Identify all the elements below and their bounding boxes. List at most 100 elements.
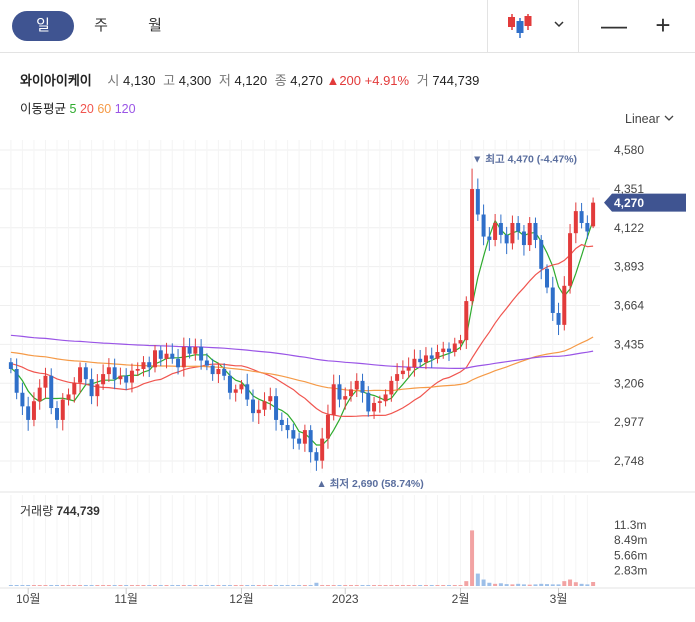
y-tick-label: 4,122 bbox=[614, 221, 644, 235]
moving-average-legend[interactable]: 이동평균 5 20 60 120 bbox=[20, 98, 136, 117]
volume-bar bbox=[112, 585, 117, 586]
candle-body bbox=[95, 384, 100, 397]
volume-value: 744,739 bbox=[432, 73, 480, 88]
candlestick-icon bbox=[508, 14, 532, 38]
candle-body bbox=[106, 367, 111, 375]
volume-bar bbox=[78, 585, 83, 586]
volume-bar bbox=[562, 581, 567, 586]
candle-body bbox=[516, 222, 521, 232]
x-tick-label: 3월 bbox=[550, 592, 568, 606]
candle-body bbox=[233, 389, 238, 393]
candle-body bbox=[181, 346, 186, 368]
candle-body bbox=[66, 394, 71, 400]
candle-body bbox=[55, 408, 59, 420]
candle-body bbox=[464, 301, 469, 341]
volume-bar bbox=[83, 585, 88, 586]
volume-bar bbox=[239, 585, 244, 586]
volume-bar bbox=[354, 585, 359, 586]
candle-body bbox=[412, 358, 417, 368]
volume-bar bbox=[504, 584, 509, 586]
volume-bar bbox=[95, 585, 100, 586]
high-value: 4,300 bbox=[178, 73, 212, 88]
candle-body bbox=[372, 402, 377, 412]
volume-bar bbox=[8, 585, 13, 586]
close-value: 4,270 bbox=[290, 73, 323, 88]
candle-body bbox=[429, 355, 434, 359]
volume-bar bbox=[147, 585, 152, 586]
ma-legend-label: 이동평균 bbox=[20, 102, 67, 116]
candle-body bbox=[418, 358, 423, 363]
volume-bar bbox=[406, 585, 411, 586]
close-label: 종 bbox=[274, 73, 287, 88]
candle-body bbox=[510, 222, 515, 244]
volume-bar bbox=[521, 584, 526, 586]
candle-body bbox=[112, 367, 117, 380]
tab-monthly[interactable]: 월 bbox=[148, 17, 162, 34]
zoom-in-button[interactable]: + bbox=[655, 10, 671, 40]
volume-bar bbox=[585, 584, 590, 586]
volume-bar bbox=[435, 585, 440, 586]
candle-body bbox=[204, 360, 209, 366]
low-annotation: ▲ 최저 2,690 (58.74%) bbox=[316, 477, 423, 490]
y-tick-label: 4,580 bbox=[614, 143, 644, 157]
candle-body bbox=[331, 384, 336, 415]
scale-mode-label: Linear bbox=[625, 112, 660, 126]
volume-bar bbox=[268, 585, 273, 586]
candle-body bbox=[493, 222, 498, 240]
candle-body bbox=[124, 375, 129, 383]
volume-bar bbox=[274, 585, 279, 586]
candle-body bbox=[562, 285, 567, 325]
candle-body bbox=[550, 287, 555, 313]
chart-type-selector[interactable] bbox=[487, 0, 579, 52]
candle-body bbox=[216, 368, 221, 375]
volume-bar bbox=[49, 585, 54, 586]
volume-bar bbox=[372, 585, 377, 586]
candle-body bbox=[164, 353, 169, 359]
volume-bar bbox=[158, 585, 163, 586]
volume-bar bbox=[377, 585, 382, 586]
candle-body bbox=[135, 368, 140, 371]
candle-body bbox=[83, 367, 88, 380]
volume-bar bbox=[153, 585, 157, 586]
scale-mode-button[interactable]: Linear bbox=[625, 112, 675, 126]
volume-bar bbox=[245, 585, 250, 586]
candle-body bbox=[568, 233, 573, 286]
volume-bar bbox=[164, 585, 169, 586]
volume-panel-label: 거래량 744,739 bbox=[20, 502, 100, 519]
tab-weekly[interactable]: 주 bbox=[94, 17, 108, 34]
candle-body bbox=[89, 379, 94, 397]
volume-bar bbox=[337, 585, 342, 586]
candle-body bbox=[527, 222, 532, 246]
candle-body bbox=[262, 401, 267, 410]
volume-bar bbox=[251, 585, 255, 586]
candle-body bbox=[447, 348, 451, 353]
volume-bar bbox=[285, 585, 290, 586]
volume-bar bbox=[493, 583, 498, 586]
high-label: 고 bbox=[163, 73, 176, 88]
zoom-out-button[interactable]: — bbox=[601, 10, 627, 40]
volume-bar bbox=[568, 579, 573, 586]
candle-body bbox=[360, 380, 365, 393]
quote-info: 와이아이케이 시 4,130 고 4,300 저 4,120 종 4,270 ▲… bbox=[20, 70, 479, 89]
candle-body bbox=[435, 352, 440, 359]
volume-label: 거 bbox=[416, 73, 429, 88]
candle-body bbox=[325, 414, 330, 439]
candle-body bbox=[441, 348, 446, 353]
volume-bar bbox=[470, 530, 475, 586]
candle-body bbox=[573, 211, 578, 234]
current-price-label: 4,270 bbox=[614, 196, 644, 210]
candle-body bbox=[227, 375, 232, 393]
volume-bar bbox=[141, 585, 146, 586]
candle-body bbox=[406, 367, 411, 371]
candle-body bbox=[222, 368, 227, 376]
toolbar: 일 주 월 — + bbox=[0, 0, 695, 53]
candle-body bbox=[521, 231, 526, 246]
candle-body bbox=[279, 419, 284, 426]
open-value: 4,130 bbox=[122, 73, 156, 88]
tab-daily[interactable]: 일 bbox=[12, 11, 74, 41]
volume-bar bbox=[400, 585, 405, 586]
volume-bar bbox=[222, 585, 227, 586]
candle-body bbox=[297, 438, 302, 444]
x-tick-label: 12월 bbox=[229, 592, 253, 606]
